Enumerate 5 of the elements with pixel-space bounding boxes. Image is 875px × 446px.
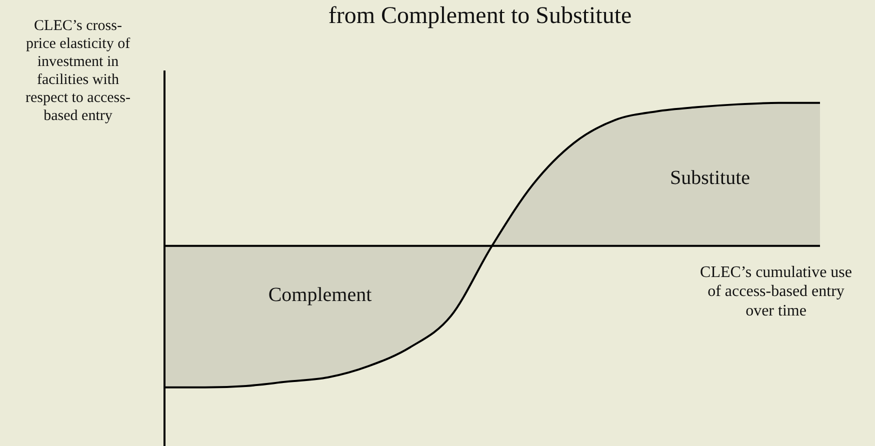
chart-title: from Complement to Substitute <box>328 3 632 29</box>
y-axis-title: CLEC’s cross- price elasticity of investment in facilities with respect to access- based entry <box>26 18 130 124</box>
annotation: Substitute <box>670 167 750 189</box>
x-axis-title: CLEC’s cumulative use of access-based entry over time <box>700 264 852 320</box>
annotation: Complement <box>268 284 372 306</box>
